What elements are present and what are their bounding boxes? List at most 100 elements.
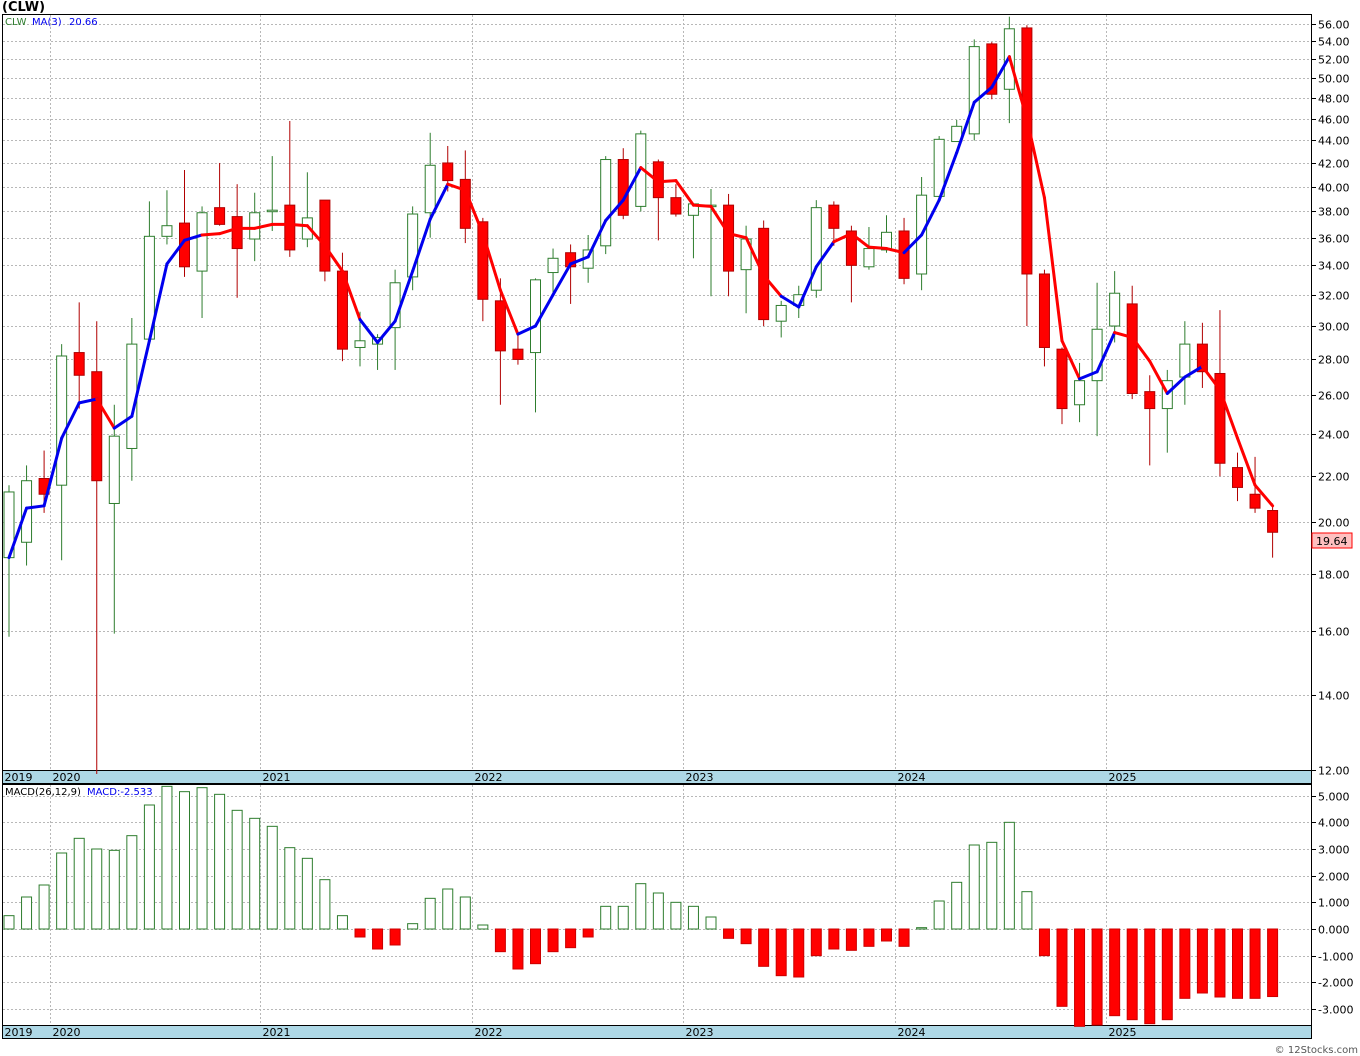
- candle-body: [56, 355, 68, 486]
- candle-body: [319, 199, 331, 272]
- chart-title: (CLW): [2, 0, 45, 15]
- ma-segment: [972, 85, 994, 104]
- macd-bar: [1021, 891, 1033, 930]
- macd-bar: [161, 785, 173, 930]
- price-x-tick-label: 2025: [1109, 771, 1137, 784]
- ma-segment: [1025, 117, 1046, 200]
- macd-bar: [828, 928, 840, 950]
- macd-bar: [231, 809, 243, 930]
- ma-segment: [393, 269, 415, 323]
- macd-y-tick-label: -3.000: [1318, 1004, 1353, 1017]
- ma-segment: [218, 226, 239, 236]
- macd-bar: [424, 897, 436, 930]
- price-y-tick-label: 42.00: [1318, 158, 1350, 171]
- macd-bar: [477, 924, 489, 930]
- price-y-tick-label: 14.00: [1318, 690, 1350, 703]
- last-price-label: 19.64: [1316, 535, 1348, 548]
- price-date-axis-band: [2, 770, 1312, 784]
- ma-segment: [779, 294, 801, 309]
- macd-bar: [898, 928, 910, 947]
- ma-segment: [639, 166, 660, 184]
- candle-body: [652, 161, 664, 199]
- candle-body: [845, 230, 857, 266]
- ma-segment: [674, 179, 695, 207]
- macd-bar: [1249, 928, 1261, 999]
- ma-segment: [112, 414, 134, 430]
- macd-y-tick-label: 5.000: [1318, 791, 1350, 804]
- price-x-tick-label: 2020: [53, 771, 81, 784]
- candle-body: [1109, 292, 1121, 327]
- price-y-tick-label: 36.00: [1318, 233, 1350, 246]
- candle-body: [1179, 343, 1191, 378]
- macd-x-tick-label: 2022: [475, 1026, 503, 1039]
- candle-body: [810, 207, 822, 291]
- macd-bar: [56, 852, 68, 930]
- candle-body: [530, 279, 541, 354]
- moving-average-line: [7, 55, 1275, 560]
- macd-bar: [354, 928, 366, 938]
- ma-segment: [183, 233, 204, 242]
- macd-bar: [845, 928, 857, 951]
- price-y-tick-label: 44.00: [1318, 135, 1350, 148]
- ma-segment: [586, 218, 608, 259]
- macd-bar: [372, 928, 384, 950]
- macd-bar: [1144, 928, 1156, 1025]
- price-y-tick-label: 38.00: [1318, 206, 1350, 219]
- price-y-tick-label: 20.00: [1318, 517, 1350, 530]
- macd-bar: [933, 900, 945, 930]
- ma-segment: [797, 265, 818, 309]
- macd-bar: [1091, 928, 1103, 1026]
- price-y-tick-label: 54.00: [1318, 36, 1350, 49]
- macd-y-tick-label: -1.000: [1318, 951, 1353, 964]
- ma-segment: [77, 397, 99, 405]
- macd-bar: [723, 928, 735, 939]
- ma-segment: [446, 182, 467, 192]
- candle-body: [1021, 27, 1033, 275]
- price-y-tick-label: 50.00: [1318, 73, 1350, 86]
- ma-segment: [937, 151, 959, 202]
- candle-body: [354, 340, 366, 348]
- macd-bar: [740, 928, 752, 945]
- macd-bar: [1056, 928, 1068, 1007]
- macd-bar: [73, 837, 85, 930]
- macd-x-tick-label: 2019: [5, 1026, 33, 1039]
- ma-segment: [376, 319, 397, 344]
- candle-body: [91, 371, 103, 482]
- candle-body: [512, 348, 524, 360]
- candle-body: [1232, 467, 1243, 488]
- price-x-tick-label: 2021: [263, 771, 291, 784]
- ma-segment: [569, 255, 590, 266]
- candle-body: [442, 162, 454, 182]
- ma-segment: [604, 198, 625, 222]
- ma-segment: [814, 240, 836, 269]
- ma-segment: [885, 247, 906, 255]
- macd-bar: [108, 849, 120, 930]
- ma-segment: [60, 401, 81, 440]
- macd-bar: [319, 879, 331, 930]
- macd-bar: [38, 884, 50, 930]
- macd-y-tick-label: -2.000: [1318, 977, 1353, 990]
- macd-bar: [1214, 928, 1226, 998]
- ma-segment: [867, 245, 888, 251]
- macd-bar: [881, 928, 892, 942]
- macd-y-axis: -3.000 -2.000 -1.000 0.000 1.000 2.000 3.000 4.…: [1311, 791, 1353, 1017]
- macd-x-tick-label: 2021: [263, 1026, 291, 1039]
- macd-y-tick-label: 4.000: [1318, 817, 1350, 830]
- price-y-tick-label: 16.00: [1318, 626, 1350, 639]
- macd-y-tick-label: 3.000: [1318, 844, 1350, 857]
- price-x-tick-label: 2023: [686, 771, 714, 784]
- candle-body: [231, 216, 243, 250]
- price-x-tick-label: 2024: [898, 771, 926, 784]
- ma-segment: [1113, 331, 1134, 339]
- ma-segment: [955, 100, 976, 155]
- macd-legend-value: MACD:-2.533: [87, 787, 153, 798]
- price-y-tick-label: 48.00: [1318, 93, 1350, 106]
- price-x-axis: 2019 2020 2021 2022 2023 2024 2025: [5, 771, 1137, 784]
- watermark: © 12Stocks.com: [1275, 1045, 1358, 1056]
- macd-bar: [512, 928, 524, 970]
- macd-bar: [494, 928, 506, 953]
- ma-segment: [1165, 375, 1187, 395]
- macd-y-tick-label: 1.000: [1318, 897, 1350, 910]
- candle-body: [670, 197, 682, 215]
- ma-segment: [147, 262, 169, 343]
